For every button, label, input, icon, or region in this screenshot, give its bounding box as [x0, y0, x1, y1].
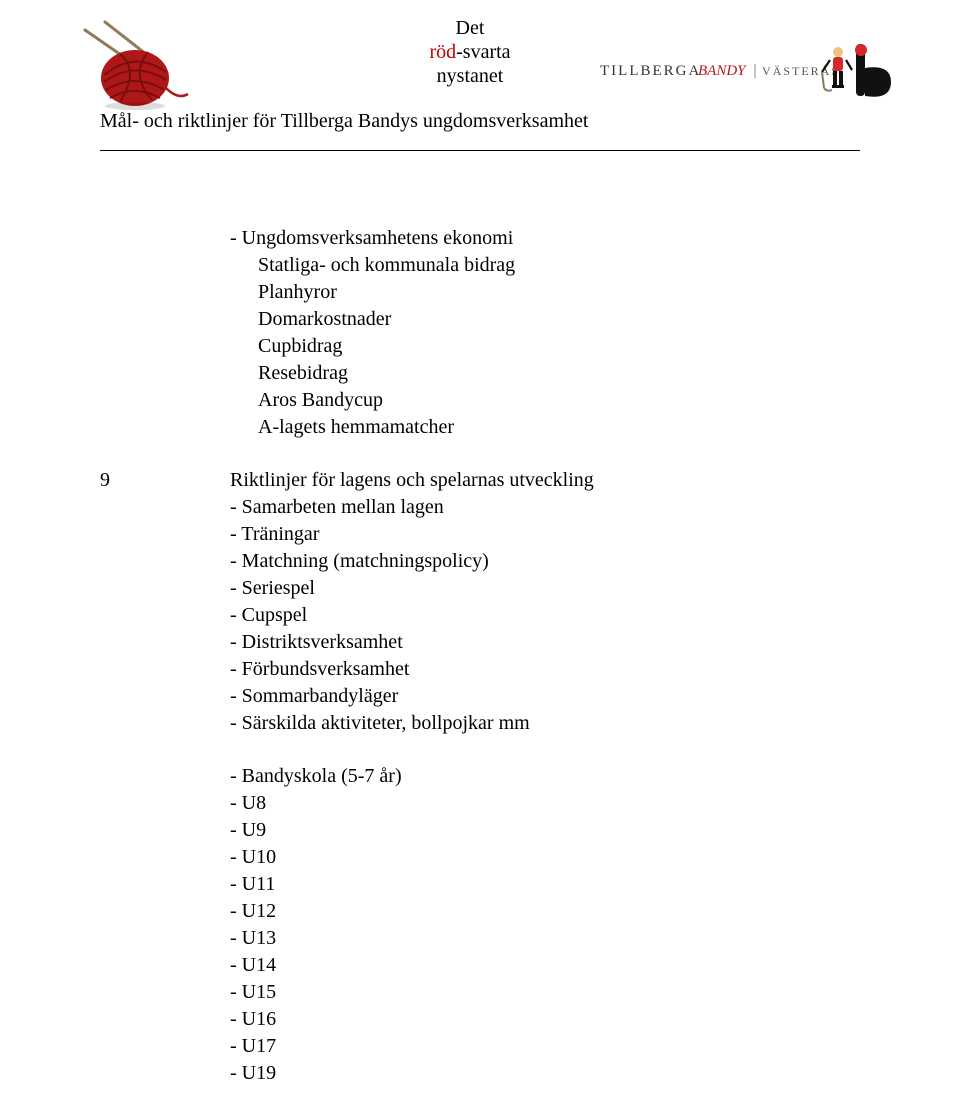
list-item: - U14	[230, 952, 594, 979]
block1-items: Statliga- och kommunala bidrag Planhyror…	[230, 252, 594, 441]
list-item: - U15	[230, 979, 594, 1006]
list-item: Aros Bandycup	[258, 387, 594, 414]
page-subtitle: Mål- och riktlinjer för Tillberga Bandys…	[100, 110, 588, 133]
list-item: - Cupspel	[230, 602, 594, 629]
block-section9: 9 Riktlinjer för lagens och spelarnas ut…	[230, 467, 594, 737]
list-item: - Matchning (matchningspolicy)	[230, 548, 594, 575]
logo-vasteras: VÄSTERÅS	[762, 64, 840, 78]
list-item: Domarkostnader	[258, 306, 594, 333]
list-item: - U10	[230, 844, 594, 871]
list-item: Cupbidrag	[258, 333, 594, 360]
title-line2: röd-svarta	[380, 40, 560, 64]
title-red: röd	[429, 41, 456, 63]
list-item: Resebidrag	[258, 360, 594, 387]
list-item: - Bandyskola (5-7 år)	[230, 763, 594, 790]
list-item: - Särskilda aktiviteter, bollpojkar mm	[230, 710, 594, 737]
list-item: A-lagets hemmamatcher	[258, 414, 594, 441]
list-item: - Distriktsverksamhet	[230, 629, 594, 656]
list-item: - U8	[230, 790, 594, 817]
yarn-icon	[80, 20, 190, 115]
title-dash: -	[456, 41, 463, 63]
list-item: - Träningar	[230, 521, 594, 548]
list-item: Statliga- och kommunala bidrag	[258, 252, 594, 279]
title-line1: Det	[380, 16, 560, 40]
logo-tillberga: TILLBERGA	[600, 63, 701, 79]
tillberga-logo: TILLBERGA BANDY VÄSTERÅS	[600, 40, 900, 105]
b-icon	[843, 44, 891, 100]
list-item: - U9	[230, 817, 594, 844]
list-item: Planhyror	[258, 279, 594, 306]
title-line3: nystanet	[380, 64, 560, 88]
list-item: - Förbundsverksamhet	[230, 656, 594, 683]
list-item: - Seriespel	[230, 575, 594, 602]
svg-text:VÄSTERÅS: VÄSTERÅS	[762, 64, 840, 78]
list-item: - U16	[230, 1006, 594, 1033]
title-black: svarta	[463, 41, 511, 63]
content: - Ungdomsverksamhetens ekonomi Statliga-…	[230, 225, 594, 1113]
list-item: - Samarbeten mellan lagen	[230, 494, 594, 521]
section-number: 9	[100, 467, 110, 494]
list-item: - U13	[230, 925, 594, 952]
header-rule	[100, 150, 860, 151]
list-item: - U11	[230, 871, 594, 898]
block-ekonomi: - Ungdomsverksamhetens ekonomi Statliga-…	[230, 225, 594, 441]
svg-text:BANDY: BANDY	[698, 63, 747, 79]
block1-heading: - Ungdomsverksamhetens ekonomi	[230, 225, 594, 252]
section9-heading: Riktlinjer för lagens och spelarnas utve…	[230, 467, 594, 494]
svg-text:TILLBERGA: TILLBERGA	[600, 63, 701, 79]
list-item: - Sommarbandyläger	[230, 683, 594, 710]
list-item: - U12	[230, 898, 594, 925]
logo-bandy: BANDY	[698, 63, 747, 79]
list-item: - U19	[230, 1060, 594, 1087]
block-agegroups: - Bandyskola (5-7 år) - U8 - U9 - U10 - …	[230, 763, 594, 1087]
list-item: - U17	[230, 1033, 594, 1060]
header-title: Det röd-svarta nystanet	[380, 16, 560, 88]
